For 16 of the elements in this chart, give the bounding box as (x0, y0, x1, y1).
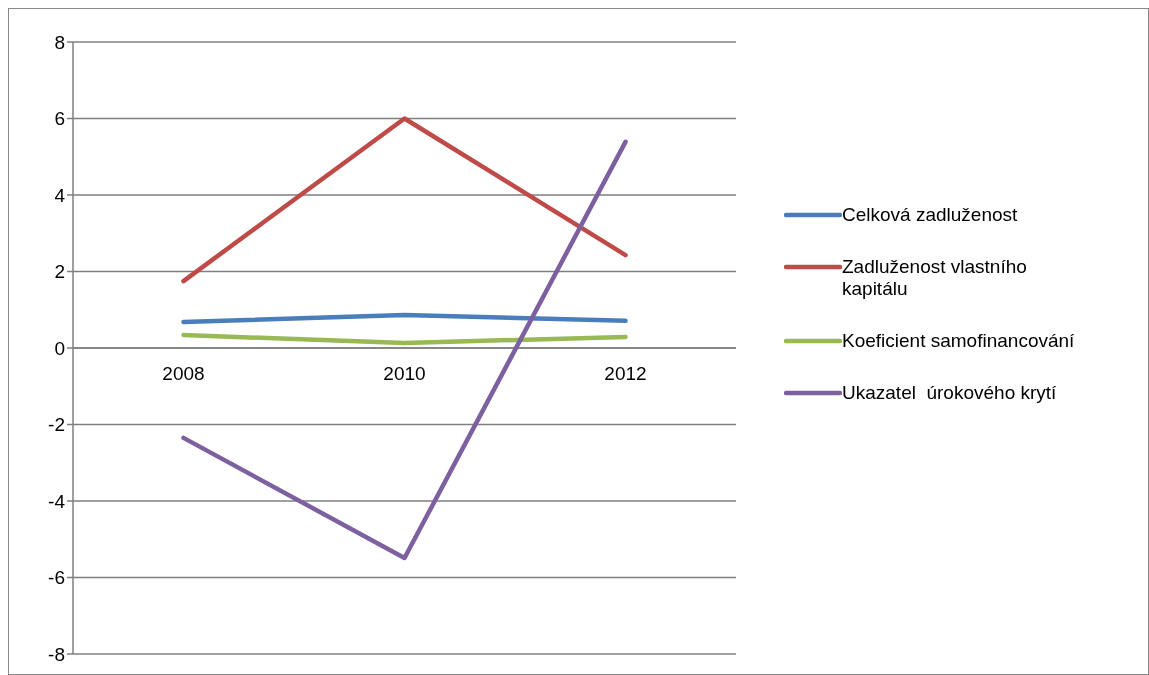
x-tick-label: 2010 (383, 363, 426, 384)
y-tick-label: -8 (48, 643, 65, 665)
y-tick-label: 2 (54, 261, 65, 283)
legend-label: Zadluženost vlastního kapitálu (842, 256, 1028, 300)
legend-label: Celková zadluženost (842, 204, 1019, 226)
y-tick-label: 8 (54, 31, 65, 53)
x-tick-label: 2012 (604, 363, 647, 384)
legend-label: Koeficient samofinancování (842, 330, 1076, 352)
y-tick-label: 6 (54, 108, 65, 130)
y-tick-label: -2 (48, 414, 65, 436)
y-tick-label: 4 (54, 184, 66, 206)
legend-label: Ukazatel úrokového krytí (842, 382, 1058, 404)
y-tick-label: -4 (48, 490, 66, 512)
x-tick-label: 2008 (162, 363, 205, 384)
y-tick-label: -6 (48, 567, 65, 589)
y-tick-label: 0 (54, 337, 65, 359)
